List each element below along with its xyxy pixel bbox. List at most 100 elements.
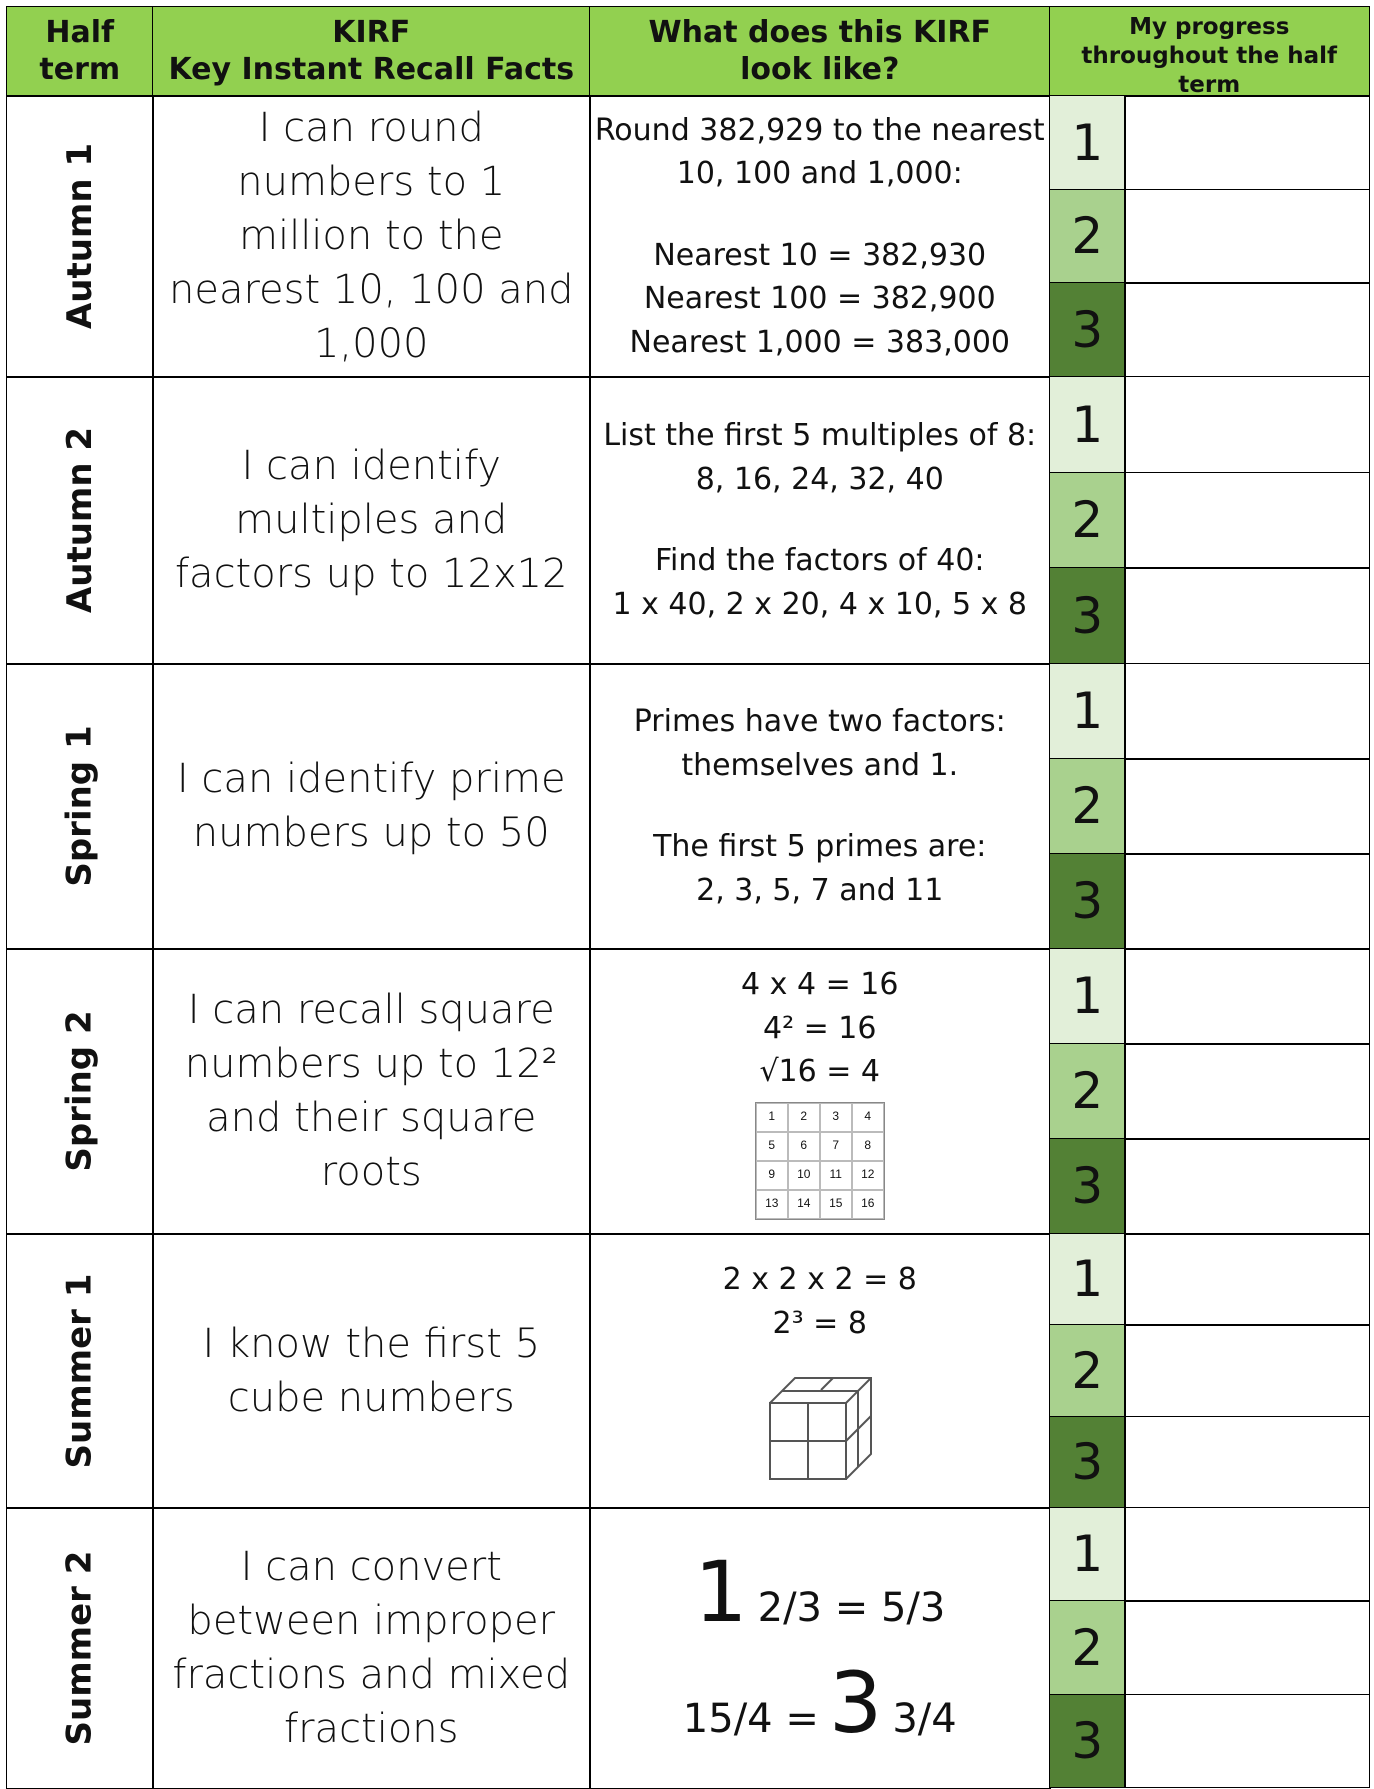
kirf-cell: I know the first 5 cube numbers xyxy=(152,1233,591,1509)
example-block: 4 x 4 = 16 4² = 16 √16 = 4 xyxy=(741,963,898,1094)
level-number: 3 xyxy=(1071,1712,1104,1771)
kirf-text: I can recall square numbers up to 12² an… xyxy=(184,987,558,1196)
level-number: 2 xyxy=(1071,1341,1104,1400)
example-cell: 2 x 2 x 2 = 8 2³ = 8 xyxy=(589,1233,1051,1509)
grid-cell: 4 xyxy=(851,1102,884,1132)
example-line: 4 x 4 = 16 xyxy=(741,967,899,1002)
example-block: Round 382,929 to the nearest 10, 100 and … xyxy=(595,109,1045,196)
level-cell: 2 xyxy=(1049,471,1126,569)
level-number: 2 xyxy=(1071,777,1104,836)
example-block: Primes have two factors: themselves and 1… xyxy=(634,700,1006,787)
mixed-part: 15/4 = xyxy=(682,1695,819,1742)
level-number: 2 xyxy=(1071,491,1104,550)
level-cell: 2 xyxy=(1049,188,1126,284)
level-number: 1 xyxy=(1071,1525,1104,1584)
cube-drawing xyxy=(768,1377,872,1481)
level-cell: 2 xyxy=(1049,1043,1126,1140)
kirf-cell: I can round numbers to 1 million to the … xyxy=(152,95,591,378)
kirf-text: I know the first 5 cube numbers xyxy=(202,1320,541,1421)
kirf-cell: I can identify prime numbers up to 50 xyxy=(152,663,591,950)
example-cell: 4 x 4 = 16 4² = 16 √16 = 4 1 2 3 4 5 6 7 8 9 10 11 12 1… xyxy=(589,948,1051,1235)
header-text: Key Instant Recall Facts xyxy=(168,52,575,88)
level-cell: 3 xyxy=(1049,1693,1126,1789)
example-line: Nearest 10 = 382,930 xyxy=(653,237,987,273)
level-cell: 1 xyxy=(1049,1233,1126,1326)
example-line: The first 5 primes are: xyxy=(653,829,987,865)
example-block: 2 x 2 x 2 = 8 2³ = 8 xyxy=(723,1258,917,1345)
level-number: 1 xyxy=(1071,395,1104,454)
level-cell: 1 xyxy=(1049,376,1126,474)
number-grid: 1 2 3 4 5 6 7 8 9 10 11 12 13 14 15 16 xyxy=(754,1101,885,1220)
header-cell: KIRF Key Instant Recall Facts xyxy=(152,6,591,97)
level-number: 1 xyxy=(1071,113,1104,172)
example-line: 8, 16, 24, 32, 40 xyxy=(695,461,944,497)
grid-cell: 9 xyxy=(755,1160,788,1190)
progress-box xyxy=(1124,663,1370,760)
kirf-cell: I can identify multiples and factors up … xyxy=(152,376,591,665)
progress-box xyxy=(1124,948,1370,1045)
level-number: 1 xyxy=(1071,1250,1104,1309)
example-block: The first 5 primes are: 2, 3, 5, 7 and 11 xyxy=(653,825,986,912)
level-cell: 3 xyxy=(1049,1138,1126,1235)
progress-box xyxy=(1124,376,1370,474)
header-text: Half term xyxy=(39,14,121,88)
grid-cell: 8 xyxy=(851,1131,884,1161)
grid-cell: 5 xyxy=(755,1131,788,1161)
header-text: My progress throughout the half term xyxy=(1081,14,1338,97)
progress-box xyxy=(1124,1600,1370,1696)
kirf-text: I can round numbers to 1 million to the … xyxy=(168,105,574,368)
grid-cell: 7 xyxy=(819,1131,852,1161)
mixed-line: 15/4 = 3 3/4 xyxy=(683,1653,957,1754)
level-number: 2 xyxy=(1071,1062,1104,1121)
header-cell: Half term xyxy=(6,6,154,97)
progress-box xyxy=(1124,1138,1370,1235)
header-cell: What does this KIRF look like? xyxy=(589,6,1051,97)
example-line: List the first 5 multiples of 8: xyxy=(603,418,1037,454)
grid-cell: 11 xyxy=(819,1160,852,1190)
level-number: 3 xyxy=(1071,1157,1104,1216)
example-block: Find the factors of 40: 1 x 40, 2 x 20, 4… xyxy=(613,539,1027,626)
progress-box xyxy=(1124,95,1370,191)
level-cell: 2 xyxy=(1049,1324,1126,1418)
example-line: Primes have two factors: xyxy=(633,704,1006,740)
example-line: themselves and 1. xyxy=(681,747,959,783)
grid-cell: 13 xyxy=(755,1189,788,1219)
term-label: Summer 1 xyxy=(59,1273,100,1469)
mixed-part: 2/3 = 5/3 xyxy=(757,1584,946,1631)
progress-box xyxy=(1124,1233,1370,1326)
term-label: Autumn 1 xyxy=(59,143,100,330)
term-cell: Autumn 2 xyxy=(6,376,154,665)
example-line: Find the factors of 40: xyxy=(654,543,985,579)
level-cell: 2 xyxy=(1049,1600,1126,1696)
level-cell: 1 xyxy=(1049,948,1126,1045)
grid-cell: 16 xyxy=(851,1189,884,1219)
example-line: 10, 100 and 1,000: xyxy=(676,156,963,191)
progress-box xyxy=(1124,1693,1370,1789)
kirf-text: I can convert between improper fractions… xyxy=(172,1543,571,1752)
grid-cell: 6 xyxy=(787,1131,820,1161)
progress-box xyxy=(1124,471,1370,569)
grid-cell: 14 xyxy=(787,1189,820,1219)
level-number: 1 xyxy=(1071,967,1104,1026)
kirf-cell: I can recall square numbers up to 12² an… xyxy=(152,948,591,1235)
mixed-part: 3/4 xyxy=(892,1695,957,1742)
level-cell: 3 xyxy=(1049,282,1126,378)
example-line: 1 x 40, 2 x 20, 4 x 10, 5 x 8 xyxy=(612,586,1027,622)
progress-box xyxy=(1124,188,1370,284)
grid-cell: 10 xyxy=(787,1160,820,1190)
level-number: 2 xyxy=(1071,1618,1104,1677)
example-cell: List the first 5 multiples of 8: 8, 16, 2… xyxy=(589,376,1051,665)
term-cell: Summer 1 xyxy=(6,1233,154,1509)
progress-box xyxy=(1124,758,1370,855)
level-cell: 2 xyxy=(1049,758,1126,855)
progress-box xyxy=(1124,1043,1370,1140)
progress-box xyxy=(1124,1415,1370,1509)
progress-box xyxy=(1124,1507,1370,1602)
term-label: Autumn 2 xyxy=(59,427,100,614)
example-line: Round 382,929 to the nearest xyxy=(594,112,1045,148)
header-text: What does this KIRF look like? xyxy=(648,14,992,88)
example-cell: Primes have two factors: themselves and 1… xyxy=(589,663,1051,950)
kirf-text: I can identify multiples and factors up … xyxy=(174,443,568,598)
level-number: 3 xyxy=(1071,586,1104,645)
